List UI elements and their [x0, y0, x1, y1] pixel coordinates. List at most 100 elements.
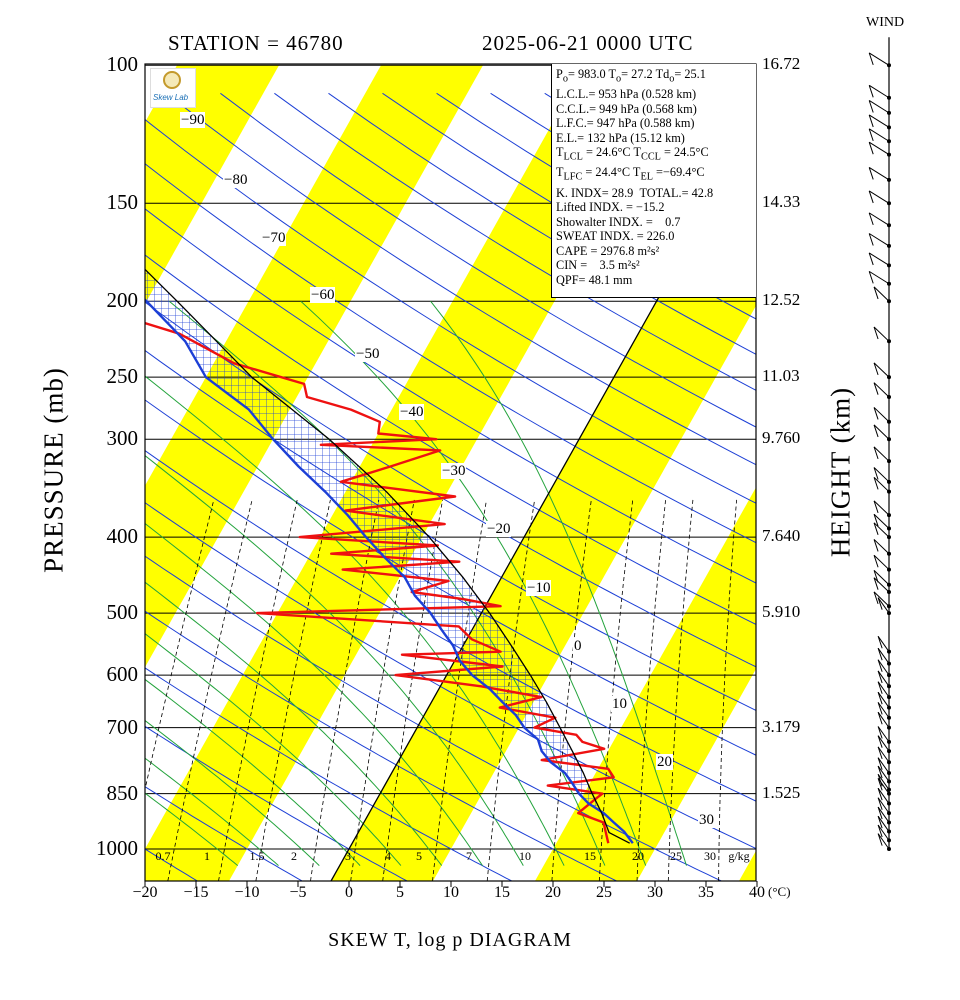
mixing-ratio-line [218, 499, 298, 881]
sweat-row: SWEAT INDX. = 226.0 [556, 229, 675, 244]
x-tick-label: −10 [234, 884, 260, 901]
mixing-ratio-line [636, 499, 666, 881]
wind-level-dot [887, 201, 891, 206]
cape-row: CAPE = 2976.8 m²s² [556, 243, 660, 258]
wind-barb-shaft [868, 233, 890, 247]
wind-level-dot [887, 125, 891, 130]
mixing-ratio-label: 2 [291, 849, 297, 863]
wind-barb-shaft [868, 52, 890, 66]
wind-barb-shaft [868, 114, 890, 128]
mixing-ratio-label: 4 [385, 849, 391, 863]
mixing-ratio-line [758, 500, 771, 881]
wind-barb-flag [877, 702, 883, 715]
wind-level-dot [887, 787, 891, 792]
t-lfc-el-row: TLFC = 24.4°C TEL =−69.4°C [556, 165, 705, 183]
height-tick-label: 14.33 [762, 192, 801, 212]
wind-barb-flag [873, 286, 879, 300]
isotherm-label: −30 [441, 463, 467, 479]
mixing-ratio-line [598, 499, 634, 881]
mixing-ratio-line [486, 499, 535, 881]
wind-level-dot [887, 243, 891, 248]
wind-barb-shaft [873, 477, 890, 493]
wind-barb-shaft [873, 407, 890, 423]
wind-barb-shaft [877, 787, 890, 804]
wind-barb-flag [877, 824, 883, 838]
dry-adiabat [145, 786, 303, 881]
stability-indices-box: Po= 983.0 To= 27.2 Tdo= 25.1 L.C.L.= 953… [551, 64, 756, 298]
x-tick-label: 5 [396, 884, 404, 901]
pressure-tick-label: 850 [106, 780, 139, 805]
lcl-row: L.C.L.= 953 hPa (0.528 km) [556, 87, 697, 102]
moist-adiabat [145, 678, 361, 866]
isotherm-label: −40 [399, 404, 425, 420]
pressure-tick-label: 100 [106, 52, 139, 77]
x-tick-label: 15 [494, 884, 510, 901]
showalter-row: Showalter INDX. = 0.7 [556, 214, 681, 229]
wind-barb-shaft [868, 252, 890, 266]
x-tick-label: 40 [749, 884, 765, 901]
wind-barb-shaft [868, 270, 890, 285]
wind-barb-shaft [877, 806, 890, 823]
wind-barb-flag [873, 407, 879, 420]
wind-barb-flag [873, 522, 879, 535]
wind-title: WIND [866, 15, 905, 30]
wind-barb-flag [877, 692, 883, 705]
dry-adiabat [145, 254, 756, 625]
wind-barb-shaft [877, 757, 890, 774]
cape-area [145, 269, 614, 823]
wind-barb-flag [873, 467, 879, 480]
isotherm-label: −80 [223, 172, 249, 188]
height-tick-label: 16.72 [762, 54, 801, 74]
wind-barb-flag [877, 659, 883, 672]
wind-barb-shaft [868, 84, 890, 99]
wind-barb-flag [877, 797, 883, 810]
isotherm-label: −60 [310, 287, 336, 303]
isotherm-label: 30 [698, 812, 715, 828]
mixing-ratio-label: 25 [670, 849, 682, 863]
wind-barb-flag [873, 555, 879, 568]
moist-adiabat [145, 633, 402, 866]
moist-adiabat [145, 522, 483, 866]
wind-barb-flag [873, 591, 879, 605]
isotherm-label: −90 [180, 112, 206, 128]
wind-barb-shaft [877, 597, 890, 614]
moist-adiabat [145, 757, 279, 866]
moist-adiabat [145, 719, 320, 866]
pressure-tick-label: 700 [106, 714, 139, 739]
moist-adiabat [145, 792, 239, 866]
moist-adiabat [145, 581, 443, 866]
x-tick-label: 10 [443, 884, 459, 901]
wind-barb-shaft [877, 735, 890, 752]
wind-barb-shaft [877, 797, 890, 814]
wind-level-dot [887, 567, 891, 572]
ccl-row: C.C.L.= 949 hPa (0.568 km) [556, 101, 697, 116]
wind-level-dot [887, 695, 891, 700]
wind-level-dot [887, 281, 891, 286]
wind-barb-shaft [877, 659, 890, 676]
height-tick-label: 11.03 [762, 366, 800, 386]
wind-level-dot [887, 829, 891, 834]
dry-adiabat [145, 301, 756, 668]
isotherm-band [739, 850, 756, 881]
wind-level-dot [887, 479, 891, 484]
wind-barb-flag [868, 271, 874, 284]
wind-barb-shaft [873, 591, 890, 607]
wind-barb-shaft [877, 726, 890, 743]
wind-barb-shaft [868, 141, 890, 156]
isotherm-label: 20 [656, 754, 673, 770]
wind-barb-shaft [877, 647, 890, 664]
wind-level-dot [887, 838, 891, 843]
logo-text: Skew Lab [153, 93, 189, 102]
isotherm-band [145, 65, 279, 304]
datetime-title: 2025-06-21 0000 UTC [482, 31, 694, 55]
isotherm-label: −10 [526, 580, 552, 596]
wind-barb-shaft [868, 212, 890, 226]
wind-level-dot [887, 419, 891, 424]
isotherm-label: 0 [573, 638, 583, 654]
wind-barb-shaft [873, 500, 890, 516]
temperature-line [145, 298, 634, 844]
wind-barb-flag [868, 252, 874, 266]
wind-barb-flag [877, 806, 883, 820]
wind-barb-shaft [873, 424, 890, 440]
